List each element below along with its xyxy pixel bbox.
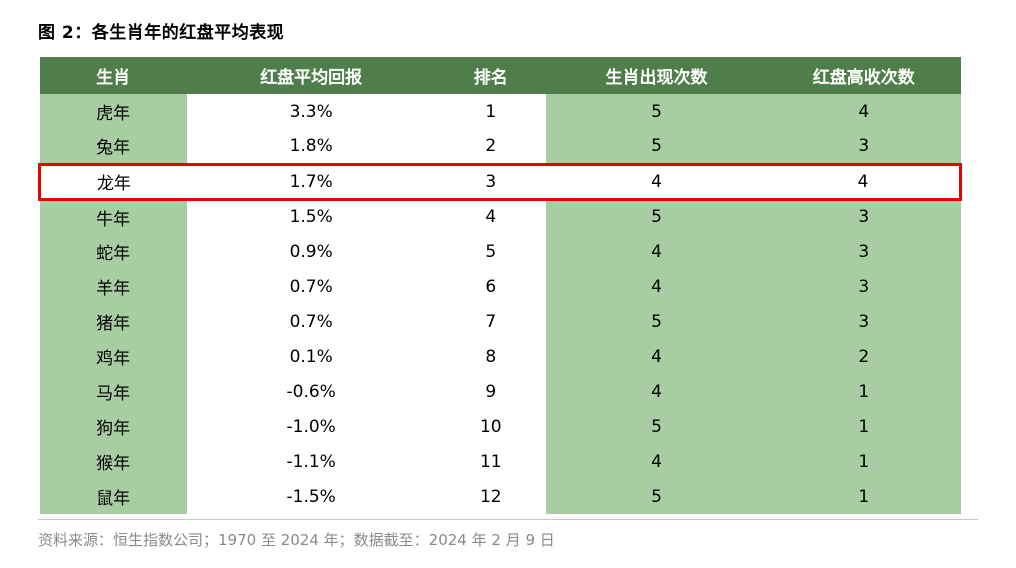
value-cell: 3 — [767, 129, 961, 164]
value-cell: 1 — [767, 444, 961, 479]
value-cell: 3 — [435, 162, 547, 201]
zodiac-cell: 鼠年 — [39, 479, 187, 514]
zodiac-cell: 牛年 — [39, 199, 187, 234]
table-row: 蛇年 0.9% 5 4 3 — [39, 234, 961, 269]
value-cell: 9 — [435, 374, 547, 409]
zodiac-cell: 蛇年 — [39, 234, 187, 269]
value-cell: 3 — [767, 304, 961, 339]
value-cell: 5 — [435, 234, 547, 269]
table-row: 兔年 1.8% 2 5 3 — [39, 129, 961, 164]
zodiac-cell: 兔年 — [39, 129, 187, 164]
value-cell: 5 — [546, 479, 768, 514]
table-header-row: 生肖 红盘平均回报 排名 生肖出现次数 红盘高收次数 — [39, 57, 961, 94]
value-cell: 4 — [546, 234, 768, 269]
table-body: 虎年 3.3% 1 5 4 兔年 1.8% 2 5 3 龙年 1.7% 3 4 4 牛年 1.5% 4 5 3 蛇年 0.… — [37, 94, 963, 514]
table-row: 鸡年 0.1% 8 4 2 — [39, 339, 961, 374]
value-cell: 3 — [767, 234, 961, 269]
column-header: 排名 — [435, 57, 547, 94]
zodiac-cell: 龙年 — [37, 162, 187, 201]
value-cell: 1 — [767, 409, 961, 444]
value-cell: 10 — [435, 409, 547, 444]
zodiac-table: 生肖 红盘平均回报 排名 生肖出现次数 红盘高收次数 虎年 3.3% 1 5 4 兔年 1.8% 2 5… — [37, 57, 963, 514]
value-cell: 4 — [435, 199, 547, 234]
value-cell: 3 — [767, 269, 961, 304]
value-cell: 5 — [546, 199, 768, 234]
value-cell: 4 — [767, 162, 963, 201]
value-cell: 0.7% — [186, 304, 436, 339]
value-cell: 1 — [767, 479, 961, 514]
value-cell: 4 — [546, 444, 768, 479]
zodiac-cell: 狗年 — [39, 409, 187, 444]
value-cell: 1.8% — [186, 129, 436, 164]
value-cell: -1.0% — [186, 409, 436, 444]
table-row: 牛年 1.5% 4 5 3 — [39, 199, 961, 234]
value-cell: 1 — [767, 374, 961, 409]
table-row: 羊年 0.7% 6 4 3 — [39, 269, 961, 304]
table-row: 龙年 1.7% 3 4 4 — [37, 162, 963, 201]
value-cell: 6 — [435, 269, 547, 304]
value-cell: 0.9% — [186, 234, 436, 269]
column-header: 生肖出现次数 — [546, 57, 768, 94]
value-cell: -1.5% — [186, 479, 436, 514]
table-row: 猴年 -1.1% 11 4 1 — [39, 444, 961, 479]
zodiac-cell: 羊年 — [39, 269, 187, 304]
value-cell: 4 — [767, 94, 961, 129]
value-cell: 1.7% — [186, 162, 436, 201]
column-header: 红盘平均回报 — [186, 57, 436, 94]
table-row: 马年 -0.6% 9 4 1 — [39, 374, 961, 409]
table-row: 猪年 0.7% 7 5 3 — [39, 304, 961, 339]
value-cell: 8 — [435, 339, 547, 374]
value-cell: -0.6% — [186, 374, 436, 409]
value-cell: 0.7% — [186, 269, 436, 304]
column-header: 红盘高收次数 — [767, 57, 961, 94]
value-cell: 1 — [435, 94, 547, 129]
value-cell: 4 — [546, 269, 768, 304]
value-cell: 7 — [435, 304, 547, 339]
value-cell: 2 — [767, 339, 961, 374]
zodiac-cell: 鸡年 — [39, 339, 187, 374]
column-header: 生肖 — [39, 57, 187, 94]
value-cell: 11 — [435, 444, 547, 479]
value-cell: 5 — [546, 129, 768, 164]
value-cell: 2 — [435, 129, 547, 164]
zodiac-cell: 猴年 — [39, 444, 187, 479]
figure-title: 图 2：各生肖年的红盘平均表现 — [38, 23, 285, 43]
value-cell: 3.3% — [186, 94, 436, 129]
value-cell: 4 — [546, 339, 768, 374]
value-cell: 4 — [546, 374, 768, 409]
value-cell: 5 — [546, 94, 768, 129]
value-cell: 1.5% — [186, 199, 436, 234]
value-cell: 5 — [546, 304, 768, 339]
zodiac-cell: 虎年 — [39, 94, 187, 129]
zodiac-cell: 马年 — [39, 374, 187, 409]
value-cell: 4 — [546, 162, 768, 201]
figure-container: 图 2：各生肖年的红盘平均表现 生肖 红盘平均回报 排名 生肖出现次数 红盘高收次数 虎… — [37, 23, 978, 550]
value-cell: 5 — [546, 409, 768, 444]
value-cell: 12 — [435, 479, 547, 514]
zodiac-cell: 猪年 — [39, 304, 187, 339]
value-cell: 3 — [767, 199, 961, 234]
table-row: 虎年 3.3% 1 5 4 — [39, 94, 961, 129]
value-cell: 0.1% — [186, 339, 436, 374]
table-row: 鼠年 -1.5% 12 5 1 — [39, 479, 961, 514]
value-cell: -1.1% — [186, 444, 436, 479]
source-note: 资料来源：恒生指数公司；1970 至 2024 年；数据截至：2024 年 2 … — [38, 519, 978, 550]
table-row: 狗年 -1.0% 10 5 1 — [39, 409, 961, 444]
